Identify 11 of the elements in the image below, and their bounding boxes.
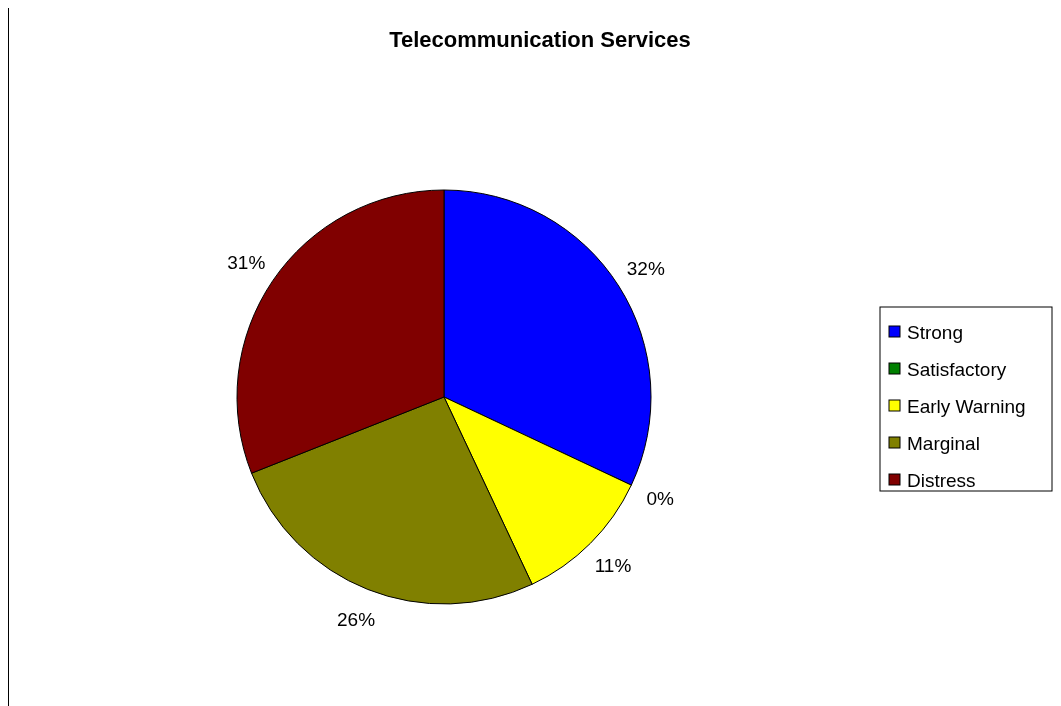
legend-label: Marginal <box>907 432 980 454</box>
legend-label: Early Warning <box>907 395 1026 417</box>
data-label: 26% <box>337 608 376 630</box>
data-label: 11% <box>594 555 632 577</box>
chart-title: Telecommunication Services <box>389 27 691 52</box>
legend-label: Strong <box>907 321 963 343</box>
data-label: 32% <box>626 258 665 280</box>
legend-label: Distress <box>907 469 976 491</box>
data-label: 31% <box>227 252 266 274</box>
legend-label: Satisfactory <box>907 358 1007 380</box>
text: 0% <box>646 488 674 510</box>
